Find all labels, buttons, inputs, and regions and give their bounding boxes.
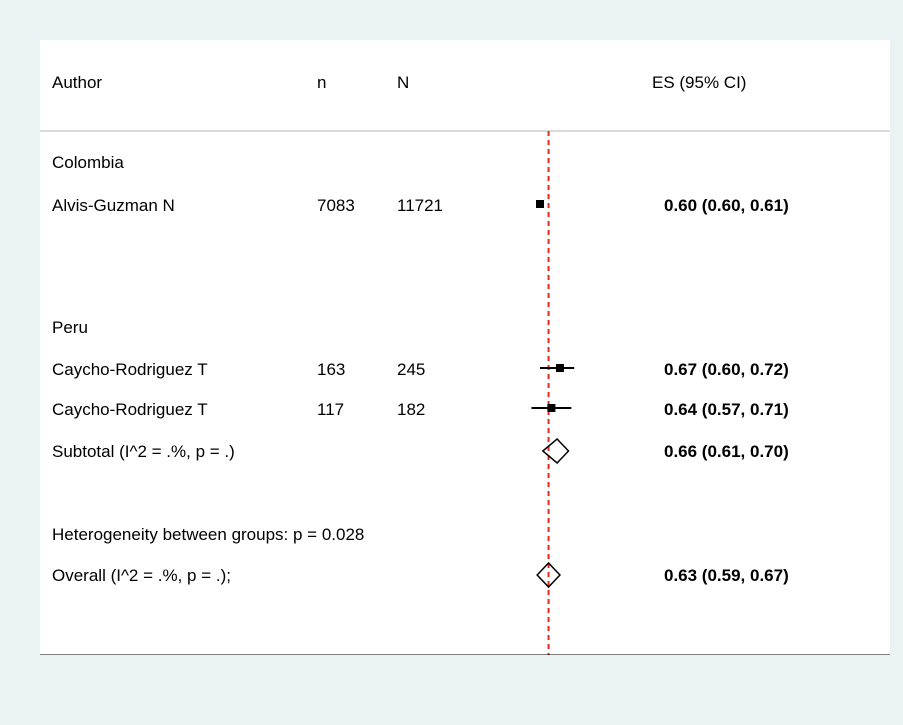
group-label-colombia: Colombia	[52, 153, 124, 172]
group-label-peru: Peru	[52, 318, 88, 337]
study-point-marker	[536, 200, 544, 208]
study-N: 182	[397, 400, 426, 419]
header-n: n	[317, 73, 327, 92]
heterogeneity-text: Heterogeneity between groups: p = 0.028	[52, 525, 365, 544]
subtotal-es: 0.66 (0.61, 0.70)	[664, 442, 789, 461]
subtotal-label: Subtotal (I^2 = .%, p = .)	[52, 442, 235, 461]
study-n: 163	[317, 360, 346, 379]
study-n: 7083	[317, 196, 355, 215]
header-es: ES (95% CI)	[652, 73, 747, 92]
study-author: Caycho-Rodriguez T	[52, 400, 208, 419]
overall-label: Overall (I^2 = .%, p = .);	[52, 566, 231, 585]
study-n: 117	[317, 400, 345, 419]
study-es: 0.64 (0.57, 0.71)	[664, 400, 789, 419]
plot-panel: Author n N ES (95% CI) Colombia Alvis-Gu…	[40, 40, 890, 655]
study-point-marker	[547, 404, 556, 412]
study-es: 0.67 (0.60, 0.72)	[664, 360, 789, 379]
overall-es: 0.63 (0.59, 0.67)	[664, 566, 789, 585]
study-point-marker	[555, 364, 564, 372]
study-es: 0.60 (0.60, 0.61)	[664, 196, 789, 215]
header-author: Author	[52, 73, 103, 92]
overall-diamond	[536, 561, 561, 589]
study-author: Alvis-Guzman N	[52, 196, 175, 215]
header-N: N	[397, 73, 410, 92]
study-author: Caycho-Rodriguez T	[52, 360, 208, 379]
forest-plot-svg: .4.6.81	[40, 130, 890, 655]
study-N: 11721	[397, 196, 444, 215]
study-N: 245	[397, 360, 426, 379]
subtotal-diamond	[541, 437, 570, 465]
